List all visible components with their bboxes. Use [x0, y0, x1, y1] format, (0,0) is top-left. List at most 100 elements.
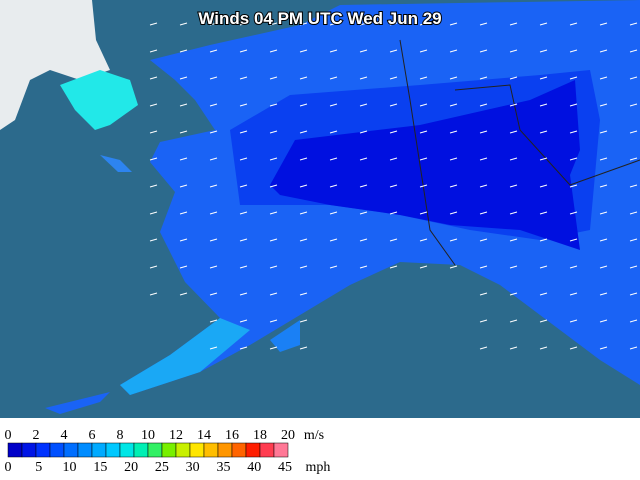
wind-arrow [269, 184, 278, 188]
wind-arrow [239, 22, 248, 26]
chukotka [60, 70, 138, 130]
color-swatch [133, 442, 149, 458]
wind-arrow [479, 22, 488, 26]
wind-arrow [269, 265, 278, 269]
wind-arrow [569, 292, 578, 296]
wind-arrow [179, 49, 188, 53]
st-lawrence [100, 155, 132, 172]
kodiak [270, 320, 300, 352]
wind-arrow [149, 211, 158, 215]
color-swatch [105, 442, 121, 458]
wind-arrow [149, 130, 158, 134]
wind-arrow [359, 265, 368, 269]
wind-arrow [539, 49, 548, 53]
wind-arrow [599, 130, 608, 134]
color-swatch [273, 442, 289, 458]
wind-arrow [539, 319, 548, 323]
wind-arrow [359, 211, 368, 215]
wind-arrow [569, 265, 578, 269]
wind-arrow [449, 157, 458, 161]
wind-arrow [539, 292, 548, 296]
wind-arrow [479, 49, 488, 53]
wind-arrow [299, 265, 308, 269]
wind-arrow [449, 22, 458, 26]
wind-arrow [539, 22, 548, 26]
wind-arrow [299, 292, 308, 296]
ms-label: 16 [225, 428, 239, 443]
color-swatch [245, 442, 261, 458]
wind-arrow [479, 130, 488, 134]
wind-arrow [509, 157, 518, 161]
color-swatch [175, 442, 191, 458]
ms-label: 8 [117, 428, 124, 443]
wind-arrow [149, 103, 158, 107]
wind-arrow [239, 157, 248, 161]
wind-arrow [419, 211, 428, 215]
wind-arrow [269, 103, 278, 107]
wind-arrow [539, 184, 548, 188]
wind-arrow [629, 238, 638, 242]
wind-arrow [329, 103, 338, 107]
wind-arrow [299, 346, 308, 350]
wind-arrow [329, 76, 338, 80]
wind-arrow [539, 130, 548, 134]
wind-arrow [329, 211, 338, 215]
color-swatch [21, 442, 37, 458]
color-swatch [161, 442, 177, 458]
wind-arrow [389, 211, 398, 215]
wind-arrow [329, 157, 338, 161]
wind-arrow [509, 238, 518, 242]
wind-arrow [179, 76, 188, 80]
wind-arrow [209, 184, 218, 188]
color-swatch [217, 442, 233, 458]
border [399, 39, 456, 266]
wind-arrow [359, 103, 368, 107]
wind-arrow [209, 238, 218, 242]
wind-arrow [299, 76, 308, 80]
wind-arrow [239, 130, 248, 134]
wind-arrow [299, 103, 308, 107]
wind-arrow [539, 346, 548, 350]
wind-arrow [629, 130, 638, 134]
mph-label: 15 [93, 460, 107, 475]
color-swatch [91, 442, 107, 458]
wind-arrow [359, 76, 368, 80]
wind-arrow [569, 22, 578, 26]
wind-arrow [239, 265, 248, 269]
wind-arrow [149, 22, 158, 26]
wind-arrow [509, 76, 518, 80]
wind-arrow [149, 238, 158, 242]
wind-arrow [419, 103, 428, 107]
wind-arrow [389, 157, 398, 161]
wind-arrow [149, 184, 158, 188]
wind-arrow [209, 157, 218, 161]
wind-arrow [629, 49, 638, 53]
wind-arrow [629, 76, 638, 80]
map-title: Winds 04 PM UTC Wed Jun 29 [198, 9, 441, 28]
wind-arrow [479, 76, 488, 80]
wind-arrow [209, 22, 218, 26]
wind-arrow [419, 76, 428, 80]
color-swatch [259, 442, 275, 458]
wind-arrow [509, 22, 518, 26]
wind-arrow [629, 265, 638, 269]
wind-arrow [629, 184, 638, 188]
wind-arrow [509, 49, 518, 53]
wind-arrow [329, 22, 338, 26]
ms-label: 14 [197, 428, 211, 443]
wind-arrow [569, 184, 578, 188]
ms-label: 10 [141, 428, 155, 443]
wind-arrow [509, 211, 518, 215]
ms-label: 4 [61, 428, 68, 443]
color-swatch [231, 442, 247, 458]
wind-arrow [599, 157, 608, 161]
wind-arrow [299, 49, 308, 53]
wind-arrow [269, 130, 278, 134]
wind-arrow [179, 157, 188, 161]
legend: 0 2 4 6 8 10 12 14 16 18 20 m/s 0 5 10 15 20 25 30 35 40 45 mp… [5, 428, 331, 475]
wind-arrow [479, 292, 488, 296]
wind-arrow [449, 238, 458, 242]
wind-arrow [419, 130, 428, 134]
color-swatch [7, 442, 23, 458]
wind-arrow [239, 292, 248, 296]
